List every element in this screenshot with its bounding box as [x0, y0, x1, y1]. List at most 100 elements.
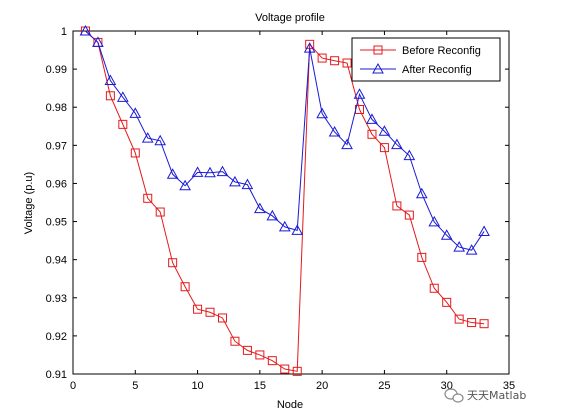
plot-area	[72, 30, 510, 375]
data-point	[316, 107, 328, 119]
data-point	[141, 132, 154, 143]
data-point	[155, 207, 165, 217]
data-point	[417, 252, 427, 262]
data-point	[366, 113, 378, 124]
data-point	[266, 209, 279, 221]
legend-marker	[373, 45, 383, 55]
data-point	[453, 241, 466, 252]
y-tick-label: 0.93	[46, 293, 67, 305]
data-point	[378, 125, 391, 136]
y-tick-label: 0.95	[46, 217, 67, 229]
y-tick-label: 0.91	[46, 369, 67, 381]
series-line	[85, 30, 485, 251]
data-point	[92, 36, 104, 47]
series-2	[79, 24, 490, 255]
data-point	[204, 166, 216, 178]
data-point	[241, 178, 254, 190]
series-layer	[79, 24, 490, 376]
data-point	[79, 24, 92, 36]
data-point	[415, 187, 428, 199]
data-point	[154, 134, 167, 146]
data-point	[104, 74, 117, 86]
y-tick-label: 1	[61, 26, 67, 38]
legend-box	[351, 37, 501, 82]
x-tick-label: 35	[503, 380, 515, 392]
data-point	[317, 53, 327, 63]
legend-item: Before Reconfig	[360, 45, 481, 57]
data-point	[179, 179, 191, 191]
data-point	[116, 91, 129, 102]
legend-label: Before Reconfig	[402, 45, 481, 57]
data-point	[280, 364, 290, 374]
legend-item: After Reconfig	[360, 62, 472, 76]
data-point	[392, 201, 402, 211]
data-point	[404, 210, 414, 220]
data-point	[191, 166, 204, 177]
x-tick-label: 0	[70, 380, 76, 392]
data-point	[353, 88, 366, 99]
data-point	[193, 304, 203, 314]
data-point	[303, 42, 316, 53]
data-point	[130, 148, 140, 158]
data-point	[230, 336, 240, 346]
data-point	[292, 366, 302, 376]
data-point	[367, 129, 377, 139]
series-line	[85, 30, 485, 372]
data-point	[442, 297, 452, 307]
data-point	[379, 143, 389, 153]
data-point	[255, 350, 265, 360]
x-tick-label: 15	[254, 380, 266, 392]
data-point	[291, 224, 304, 235]
data-point	[217, 313, 227, 323]
data-point	[429, 283, 439, 293]
data-point	[278, 220, 291, 232]
data-point	[168, 258, 178, 268]
data-point	[118, 119, 128, 129]
data-point	[465, 244, 478, 255]
data-point	[205, 307, 215, 317]
data-point	[342, 58, 352, 68]
data-point	[129, 107, 142, 118]
data-point	[478, 225, 490, 236]
wechat-bubble-icon	[444, 388, 464, 403]
data-point	[330, 56, 340, 66]
x-tick-label: 25	[378, 380, 390, 392]
data-point	[105, 91, 115, 101]
data-point	[428, 215, 441, 227]
watermark-text: 天天Matlab	[467, 389, 526, 402]
data-point	[254, 202, 266, 214]
data-point	[454, 314, 464, 324]
x-axis-label: Node	[277, 399, 303, 411]
data-point	[166, 168, 179, 179]
y-axis-label: Voltage (p.u)	[23, 172, 35, 234]
data-point	[216, 165, 229, 177]
x-tick-label: 20	[316, 380, 328, 392]
x-tick-label: 10	[191, 380, 203, 392]
y-tick-label: 0.97	[46, 140, 67, 152]
data-point	[143, 193, 153, 203]
watermark: 天天Matlab	[444, 388, 526, 403]
y-tick-label: 0.98	[46, 102, 67, 114]
legend-label: After Reconfig	[402, 64, 472, 76]
y-tick-label: 0.96	[46, 178, 67, 190]
data-point	[479, 319, 489, 329]
chart-title: Voltage profile	[255, 12, 325, 24]
data-point	[328, 125, 341, 137]
y-tick-label: 0.92	[46, 331, 67, 343]
data-point	[341, 138, 353, 150]
data-point	[403, 149, 416, 161]
data-point	[467, 318, 477, 328]
data-point	[229, 175, 241, 187]
series-1	[80, 26, 489, 376]
y-tick-label: 0.94	[46, 255, 67, 267]
data-point	[391, 138, 403, 150]
x-tick-label: 5	[132, 380, 138, 392]
y-tick-label: 0.99	[46, 64, 67, 76]
data-point	[267, 356, 277, 366]
data-point	[180, 282, 190, 292]
data-point	[440, 229, 453, 240]
data-point	[242, 345, 252, 355]
legend-marker	[372, 62, 384, 74]
legend: Before Reconfig After Reconfig	[351, 37, 501, 82]
